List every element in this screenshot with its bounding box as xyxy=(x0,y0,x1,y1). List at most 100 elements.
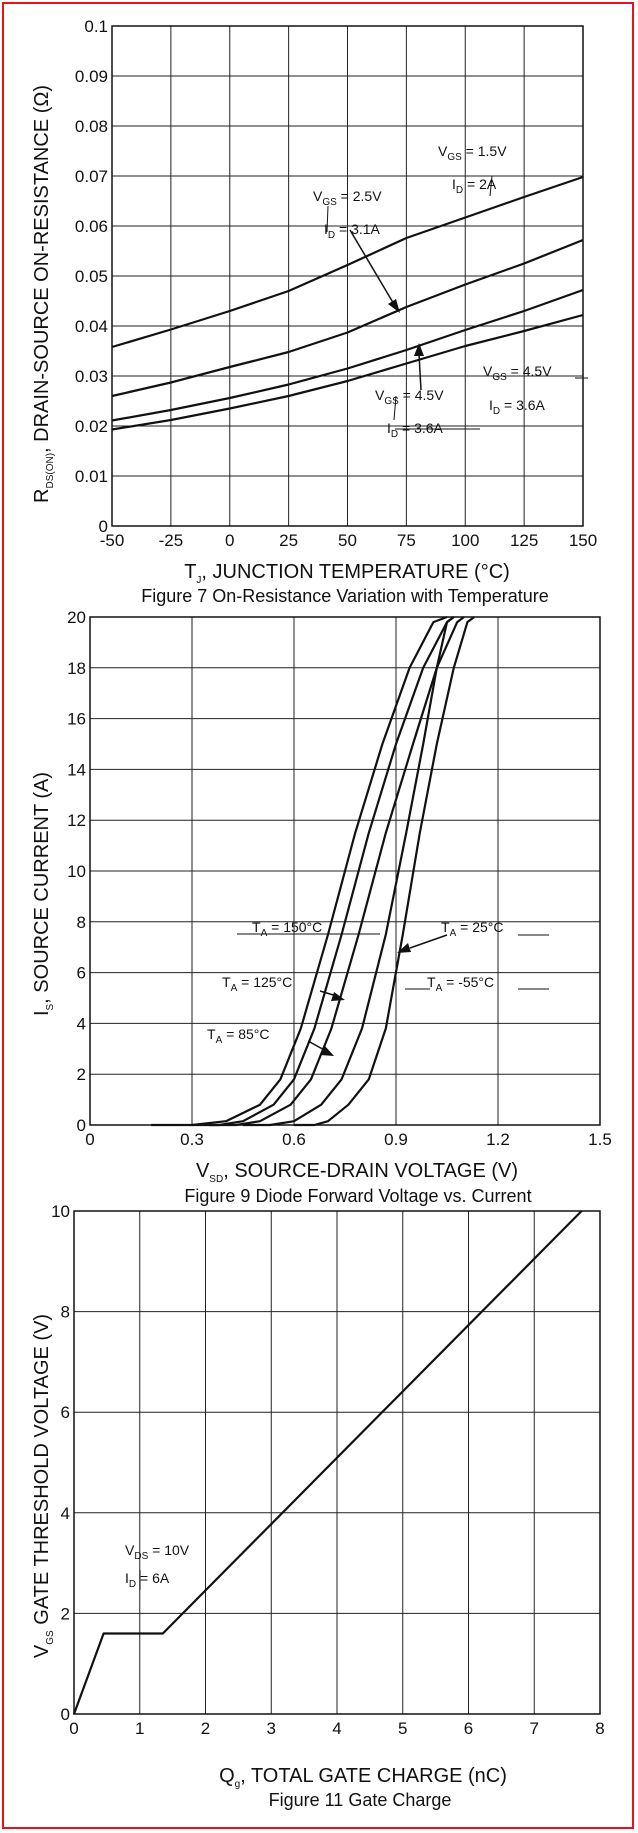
y-axis-label: RDS(ON), DRAIN-SOURCE ON-RESISTANCE (Ω) xyxy=(31,85,56,503)
x-tick-label: 0 xyxy=(69,1719,78,1738)
x-tick-label: 1 xyxy=(135,1719,144,1738)
x-tick-label: -50 xyxy=(100,531,125,550)
annotation-label: ID = 3.1A xyxy=(324,221,381,241)
y-tick-label: 10 xyxy=(67,862,86,881)
series-line-1 xyxy=(151,615,448,1127)
chart-title: Figure 11 Gate Charge xyxy=(269,1790,452,1810)
annotation-label: ID = 3.6A xyxy=(489,397,546,417)
arrow-head-icon xyxy=(320,1046,334,1056)
x-tick-label: 0.6 xyxy=(282,1130,306,1149)
y-tick-label: 0 xyxy=(77,1116,86,1135)
y-tick-label: 0.02 xyxy=(75,417,108,436)
y-tick-label: 6 xyxy=(61,1403,70,1422)
arrow-head-icon xyxy=(388,299,400,313)
y-tick-label: 0.09 xyxy=(75,67,108,86)
chart-diode-forward: 0 0.3 0.6 0.9 1.2 1.5 0 2 4 6 8 10 12 14 16 18 20 TA = … xyxy=(31,608,612,1206)
x-tick-label: 1.5 xyxy=(588,1130,612,1149)
x-tick-label: 50 xyxy=(338,531,357,550)
annotation-leader xyxy=(393,395,397,421)
x-tick-label: 0 xyxy=(85,1130,94,1149)
y-tick-label: 0 xyxy=(99,517,108,536)
x-axis-label: VSD, SOURCE-DRAIN VOLTAGE (V) xyxy=(196,1160,518,1185)
annotation-label: VDS = 10V xyxy=(125,1542,190,1562)
chart-gate-charge: 0 1 2 3 4 5 6 7 8 0 2 4 6 8 10 VDS = 10V ID = 6A VGS G… xyxy=(31,1202,605,1810)
y-tick-label: 0.08 xyxy=(75,117,108,136)
annotation-label: VGS = 4.5V xyxy=(375,387,444,407)
y-axis-label: IS, SOURCE CURRENT (A) xyxy=(31,772,56,1016)
y-tick-label: 0.07 xyxy=(75,167,108,186)
x-tick-label: 3 xyxy=(267,1719,276,1738)
x-tick-label: 6 xyxy=(464,1719,473,1738)
annotation-leader xyxy=(489,175,493,197)
x-tick-label: 75 xyxy=(397,531,416,550)
annotation-leader xyxy=(326,205,329,233)
series-line-4 xyxy=(111,313,584,431)
y-tick-label: 12 xyxy=(67,811,86,830)
y-tick-label: 0.05 xyxy=(75,267,108,286)
y-tick-label: 8 xyxy=(77,913,86,932)
annotation-label: TA = -55°C xyxy=(427,974,494,994)
annotation-label: ID = 6A xyxy=(125,1570,170,1590)
series-line-2 xyxy=(192,616,455,1127)
x-tick-label: 2 xyxy=(201,1719,210,1738)
x-axis-label: TJ, JUNCTION TEMPERATURE (°C) xyxy=(184,561,510,586)
x-axis-label: Qg, TOTAL GATE CHARGE (nC) xyxy=(219,1765,507,1790)
x-tick-label: 25 xyxy=(279,531,298,550)
series-line-1 xyxy=(72,1210,583,1715)
plot-area xyxy=(89,616,601,1126)
x-tick-label: 4 xyxy=(332,1719,341,1738)
y-tick-label: 0.1 xyxy=(84,17,108,36)
y-tick-label: 4 xyxy=(61,1504,70,1523)
x-tick-label: 7 xyxy=(530,1719,539,1738)
y-tick-label: 18 xyxy=(67,659,86,678)
annotation-label: VGS = 1.5V xyxy=(438,143,507,163)
y-tick-label: 2 xyxy=(77,1065,86,1084)
plot-area xyxy=(73,1210,601,1715)
y-tick-label: 20 xyxy=(67,608,86,627)
annotation-label: ID = 2A xyxy=(452,176,497,196)
series-line-1 xyxy=(111,175,584,349)
annotation-label: ID = 3.6A xyxy=(387,420,444,440)
y-tick-label: 16 xyxy=(67,710,86,729)
x-tick-label: 8 xyxy=(595,1719,604,1738)
y-tick-label: 8 xyxy=(61,1303,70,1322)
annotation-leader xyxy=(349,229,399,312)
x-tick-label: 5 xyxy=(398,1719,407,1738)
series-line-2 xyxy=(111,238,584,398)
y-tick-label: 0.03 xyxy=(75,367,108,386)
x-tick-label: 0.3 xyxy=(180,1130,204,1149)
annotation-label: VGS = 4.5V xyxy=(483,363,552,383)
annotation-leader xyxy=(409,934,448,949)
x-tick-label: -25 xyxy=(159,531,184,550)
x-tick-label: 100 xyxy=(451,531,479,550)
arrow-head-icon xyxy=(397,943,411,953)
plot-area xyxy=(111,25,584,527)
annotation-label: TA = 125°C xyxy=(222,974,292,994)
y-tick-label: 0.01 xyxy=(75,467,108,486)
y-axis-label: VGS GATE THRESHOLD VOLTAGE (V) xyxy=(31,1314,56,1658)
y-tick-label: 6 xyxy=(77,964,86,983)
series-line-3 xyxy=(209,616,465,1127)
annotation-label: TA = 85°C xyxy=(207,1026,269,1046)
y-tick-label: 0 xyxy=(61,1705,70,1724)
x-tick-label: 125 xyxy=(510,531,538,550)
annotation-leader xyxy=(418,353,422,391)
y-tick-label: 2 xyxy=(61,1604,70,1623)
series-line-3 xyxy=(111,288,584,422)
arrow-head-icon xyxy=(414,343,424,356)
chart-on-resistance: -50 -25 0 25 50 75 100 125 150 0 0.01 0.02 0.03 0.04… xyxy=(31,17,597,606)
x-tick-label: 150 xyxy=(569,531,597,550)
series-line-4 xyxy=(243,616,455,1127)
arrow-head-icon xyxy=(331,992,345,1001)
y-tick-label: 10 xyxy=(51,1202,70,1221)
x-tick-label: 0.9 xyxy=(384,1130,408,1149)
series-line-5 xyxy=(294,616,475,1127)
annotation-label: VGS = 2.5V xyxy=(313,188,382,208)
chart-title: Figure 7 On-Resistance Variation with Te… xyxy=(141,586,549,606)
chart-title: Figure 9 Diode Forward Voltage vs. Curre… xyxy=(184,1186,531,1206)
y-tick-label: 0.06 xyxy=(75,217,108,236)
y-tick-label: 4 xyxy=(77,1014,86,1033)
x-tick-label: 0 xyxy=(225,531,234,550)
